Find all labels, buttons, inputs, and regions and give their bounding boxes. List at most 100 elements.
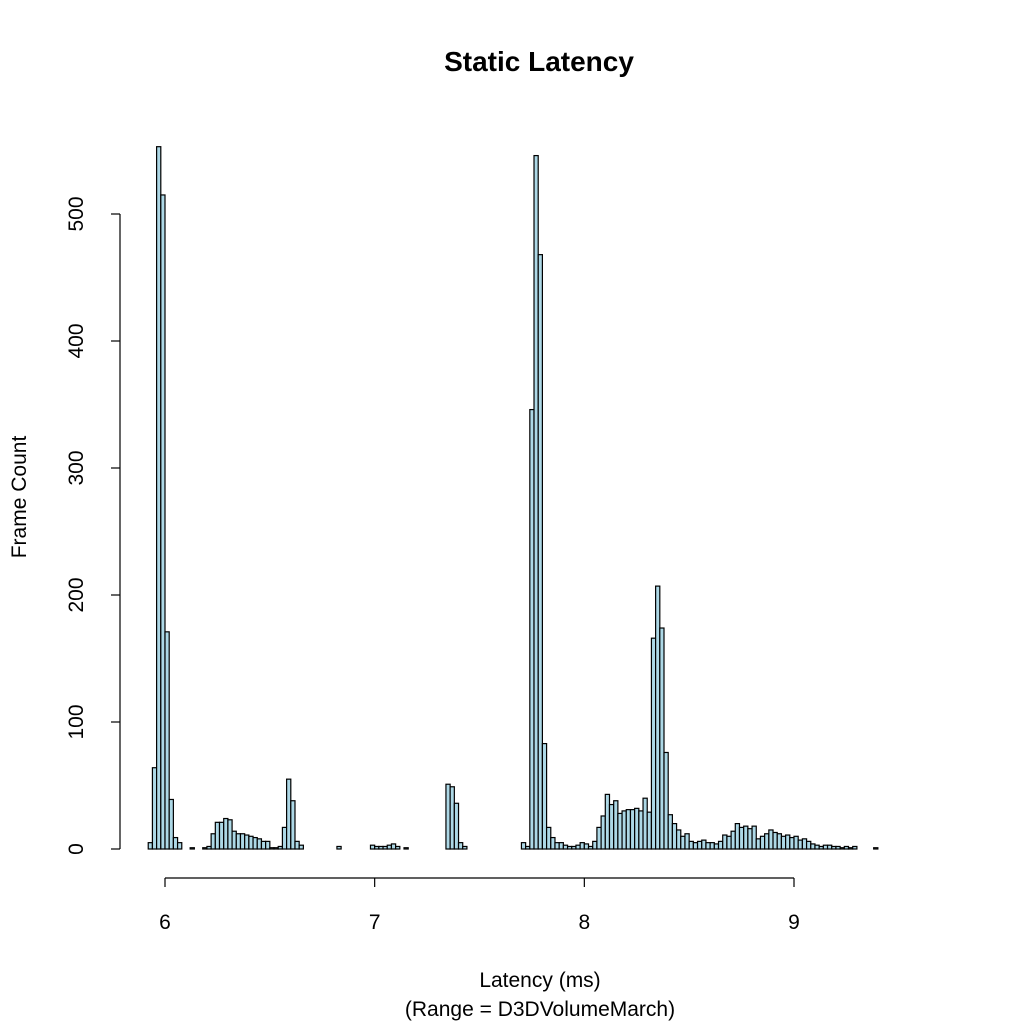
histogram-bar (810, 843, 816, 850)
x-axis: 6 7 8 9 (159, 877, 800, 934)
histogram-bar (785, 834, 791, 850)
histogram-bar (554, 842, 560, 850)
histogram-bar (776, 833, 783, 850)
y-axis-label: Frame Count (8, 436, 31, 559)
histogram-bar (722, 834, 728, 850)
histogram-bar (634, 807, 640, 850)
histogram-bar (256, 838, 263, 850)
histogram-bar (642, 797, 648, 850)
x-tick-label: 6 (159, 911, 171, 934)
histogram-bar (336, 845, 342, 850)
histogram-bar (713, 843, 720, 850)
histogram-bar (608, 803, 615, 850)
histogram-bar (805, 840, 812, 850)
histogram-bar (445, 783, 451, 850)
histogram-bar (449, 786, 455, 850)
histogram-bar (839, 847, 845, 850)
histogram-bar (252, 836, 258, 850)
histogram-bar (382, 845, 388, 850)
histogram-bar (831, 845, 837, 850)
histogram-bar (457, 842, 464, 850)
histogram-bar (789, 836, 795, 850)
histogram-bar (617, 812, 623, 850)
histogram-bar (726, 835, 732, 850)
y-tick-label: 500 (65, 196, 88, 231)
histogram-bar (189, 847, 195, 850)
x-tick-label: 7 (369, 911, 381, 934)
histogram-bar (738, 826, 745, 850)
histogram-bar (525, 845, 531, 850)
histogram-bar (600, 815, 606, 850)
histogram-bar (604, 793, 611, 850)
histogram-bar (755, 838, 762, 850)
histogram-bar (206, 845, 212, 850)
histogram-bar (403, 847, 409, 850)
histogram-bar (734, 822, 741, 850)
chart-title: Static Latency (444, 46, 634, 77)
histogram-bar (395, 845, 401, 850)
histogram-bar (386, 844, 393, 850)
histogram-bar (680, 835, 686, 850)
histogram-bar (147, 842, 154, 850)
histogram-bar (751, 825, 757, 850)
histogram-bar (709, 842, 715, 850)
histogram-bar (780, 835, 787, 850)
histogram-bar (705, 842, 711, 850)
y-tick-label: 100 (65, 704, 88, 739)
histogram-bar (462, 845, 468, 850)
histogram-bar (772, 831, 778, 850)
histogram-bar (541, 742, 548, 850)
histogram-bar (566, 845, 573, 850)
histogram-bar (692, 842, 699, 850)
histogram-bar (374, 845, 380, 850)
y-tick-label: 0 (65, 843, 88, 855)
histogram-bar (537, 254, 544, 850)
histogram-bar (156, 146, 162, 850)
histogram-bar (562, 844, 569, 850)
y-tick-label: 300 (65, 450, 88, 485)
histogram-bar (202, 847, 208, 850)
histogram-bar (852, 845, 858, 850)
histogram-bar (583, 843, 590, 850)
histogram-bar (571, 845, 577, 850)
histogram-bar (218, 821, 225, 850)
histogram-bar (533, 154, 539, 850)
histogram-bar (596, 826, 602, 850)
histogram-bar (826, 844, 833, 850)
histogram-bar (675, 829, 682, 850)
histogram-bar (281, 826, 288, 850)
histogram-bar (768, 829, 774, 850)
histogram-bar (286, 778, 292, 850)
histogram-bar (822, 844, 829, 850)
histogram-bar (592, 840, 598, 850)
histogram-bar (613, 800, 619, 850)
histogram-bar (843, 845, 850, 850)
histogram-bar (743, 825, 749, 850)
histogram-bar (625, 809, 632, 850)
histogram-bar (260, 840, 267, 850)
histogram-bar (172, 836, 179, 850)
histogram-bar (210, 833, 216, 850)
histogram-bar (239, 833, 246, 850)
histogram-bar (244, 834, 250, 850)
histogram-bar (629, 809, 636, 850)
histogram-bar (164, 631, 170, 850)
x-axis-label: Latency (ms) (479, 969, 600, 992)
histogram-bar (764, 833, 770, 850)
bars-group (147, 146, 879, 850)
histogram-bar (550, 836, 556, 850)
histogram-bar (545, 826, 552, 850)
histogram-bar (227, 819, 233, 850)
histogram-bar (223, 817, 229, 850)
histogram-bar (759, 835, 766, 850)
histogram-bar (814, 844, 820, 850)
histogram-bar (801, 838, 808, 850)
histogram-bar (558, 842, 564, 850)
histogram-bar (160, 194, 166, 850)
histogram-bar (269, 847, 275, 850)
histogram-bar (390, 843, 397, 850)
histogram-bar (378, 845, 384, 850)
histogram-bar (835, 845, 841, 850)
histogram-bar (684, 833, 690, 850)
histogram-bar (298, 844, 304, 850)
